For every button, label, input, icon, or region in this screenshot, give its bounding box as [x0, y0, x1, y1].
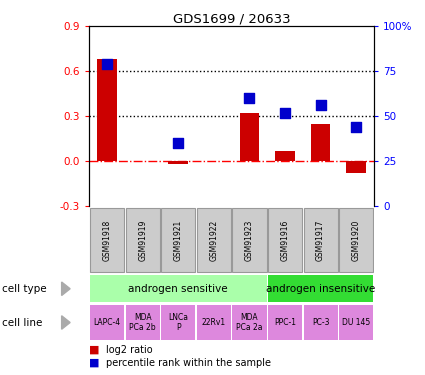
Text: ■: ■: [89, 345, 100, 355]
Text: PPC-1: PPC-1: [274, 318, 296, 327]
Bar: [125, 208, 160, 272]
Point: [353, 124, 360, 130]
Bar: [311, 124, 330, 161]
Bar: [161, 305, 196, 340]
Bar: [97, 59, 117, 161]
Text: cell line: cell line: [2, 318, 42, 327]
Bar: [275, 151, 295, 161]
Bar: [168, 161, 188, 164]
Text: androgen sensitive: androgen sensitive: [128, 284, 228, 294]
Text: DU 145: DU 145: [342, 318, 370, 327]
Text: GSM91920: GSM91920: [352, 219, 361, 261]
Bar: [240, 113, 259, 161]
Text: LAPC-4: LAPC-4: [94, 318, 121, 327]
Text: GSM91916: GSM91916: [280, 219, 289, 261]
Bar: [339, 305, 373, 340]
Title: GDS1699 / 20633: GDS1699 / 20633: [173, 12, 290, 25]
Bar: [268, 208, 302, 272]
Text: ■: ■: [89, 358, 100, 368]
Text: GSM91919: GSM91919: [138, 219, 147, 261]
Bar: [346, 161, 366, 173]
Point: [282, 110, 289, 116]
Text: MDA
PCa 2b: MDA PCa 2b: [129, 313, 156, 332]
Point: [246, 95, 253, 101]
Point: [175, 140, 181, 146]
Text: GSM91921: GSM91921: [174, 219, 183, 261]
Text: cell type: cell type: [2, 284, 47, 294]
Bar: [303, 208, 338, 272]
Bar: [268, 275, 373, 302]
Text: percentile rank within the sample: percentile rank within the sample: [106, 358, 271, 368]
Text: MDA
PCa 2a: MDA PCa 2a: [236, 313, 263, 332]
Text: GSM91923: GSM91923: [245, 219, 254, 261]
Bar: [197, 305, 231, 340]
Bar: [303, 305, 338, 340]
Point: [317, 102, 324, 108]
Bar: [90, 275, 266, 302]
Text: log2 ratio: log2 ratio: [106, 345, 153, 355]
Bar: [90, 305, 124, 340]
Text: GSM91918: GSM91918: [102, 219, 111, 261]
Bar: [90, 208, 124, 272]
Bar: [232, 305, 266, 340]
Bar: [339, 208, 373, 272]
Bar: [125, 305, 160, 340]
Text: 22Rv1: 22Rv1: [202, 318, 226, 327]
Point: [104, 61, 111, 67]
Text: LNCa
P: LNCa P: [168, 313, 188, 332]
Bar: [197, 208, 231, 272]
Bar: [268, 305, 302, 340]
Text: androgen insensitive: androgen insensitive: [266, 284, 375, 294]
Bar: [232, 208, 266, 272]
Text: PC-3: PC-3: [312, 318, 329, 327]
Bar: [161, 208, 196, 272]
Text: GSM91922: GSM91922: [210, 219, 218, 261]
Text: GSM91917: GSM91917: [316, 219, 325, 261]
